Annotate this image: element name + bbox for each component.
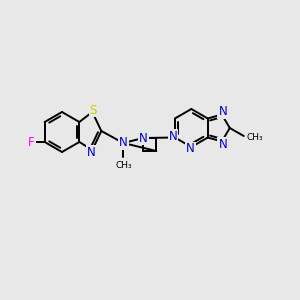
Text: N: N xyxy=(139,131,148,145)
Text: N: N xyxy=(119,136,128,149)
Text: N: N xyxy=(186,142,195,155)
Text: CH₃: CH₃ xyxy=(247,133,263,142)
Text: F: F xyxy=(28,136,35,148)
Text: N: N xyxy=(218,105,227,118)
Text: N: N xyxy=(218,138,227,151)
Text: S: S xyxy=(90,103,97,116)
Text: N: N xyxy=(139,131,148,145)
Text: N: N xyxy=(169,130,177,143)
Text: N: N xyxy=(87,146,96,158)
Text: CH₃: CH₃ xyxy=(115,161,132,170)
